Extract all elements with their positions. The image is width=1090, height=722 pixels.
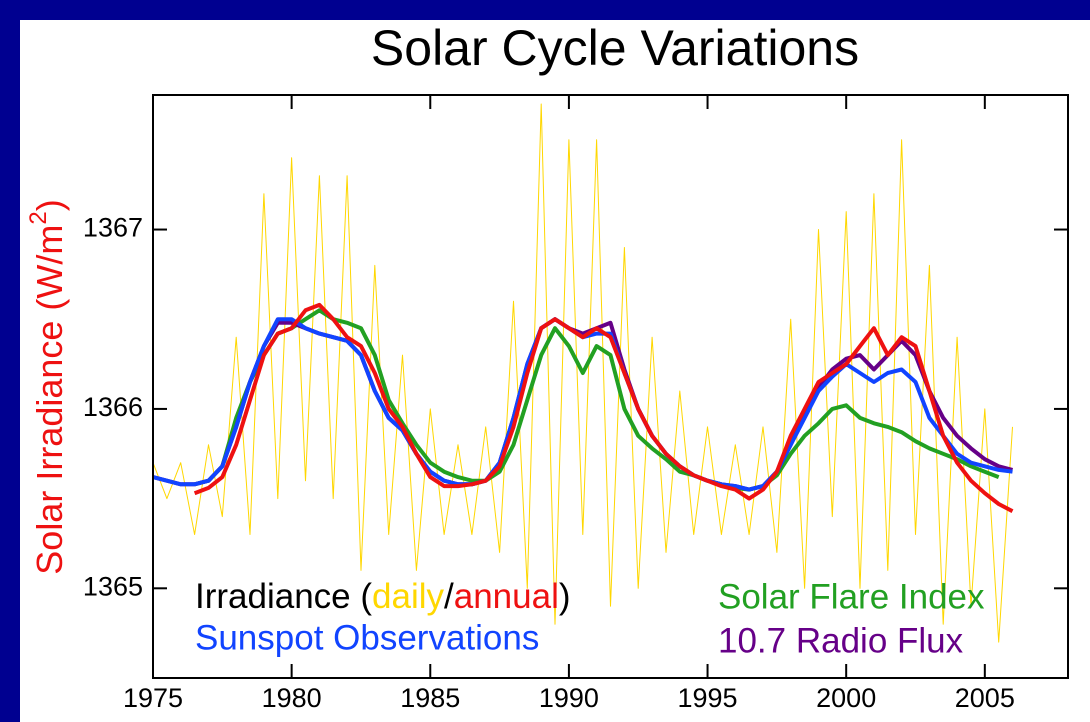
legend-entry: daily	[372, 577, 444, 616]
x-tick-label: 2005	[955, 683, 1015, 713]
legend-entry: Solar Flare Index	[718, 577, 985, 616]
x-tick-label: 1980	[262, 683, 322, 713]
series-line	[152, 103, 1013, 643]
y-axis-label: Solar Irradiance (W/m2)	[25, 199, 69, 574]
x-tick-label: 1990	[539, 683, 599, 713]
legend-entry: annual	[454, 577, 559, 616]
y-label-part: )	[29, 199, 70, 211]
plot-frame	[152, 94, 1069, 679]
y-tick-label: 1367	[83, 213, 143, 243]
plot	[152, 103, 1014, 643]
y-label-sup: 2	[25, 211, 52, 224]
chart-title: Solar Cycle Variations	[371, 20, 859, 76]
x-tick-label: 2000	[816, 683, 876, 713]
panel	[20, 20, 1090, 722]
x-tick-label: 1995	[678, 683, 738, 713]
legend-entry: Sunspot Observations	[195, 618, 539, 657]
legend-text: Irradiance (	[195, 577, 372, 616]
legend-irradiance: Irradiance (daily/annual)	[195, 577, 571, 616]
y-label-part: Solar Irradiance (W/m	[29, 225, 70, 575]
legend-text: /	[444, 577, 454, 616]
y-tick-label: 1365	[83, 571, 143, 601]
series-line	[193, 302, 1014, 513]
y-tick-label: 1366	[83, 392, 143, 422]
x-tick-label: 1975	[123, 683, 183, 713]
x-tick-label: 1985	[400, 683, 460, 713]
legend-text: )	[559, 577, 571, 616]
legend-entry: 10.7 Radio Flux	[718, 621, 964, 660]
